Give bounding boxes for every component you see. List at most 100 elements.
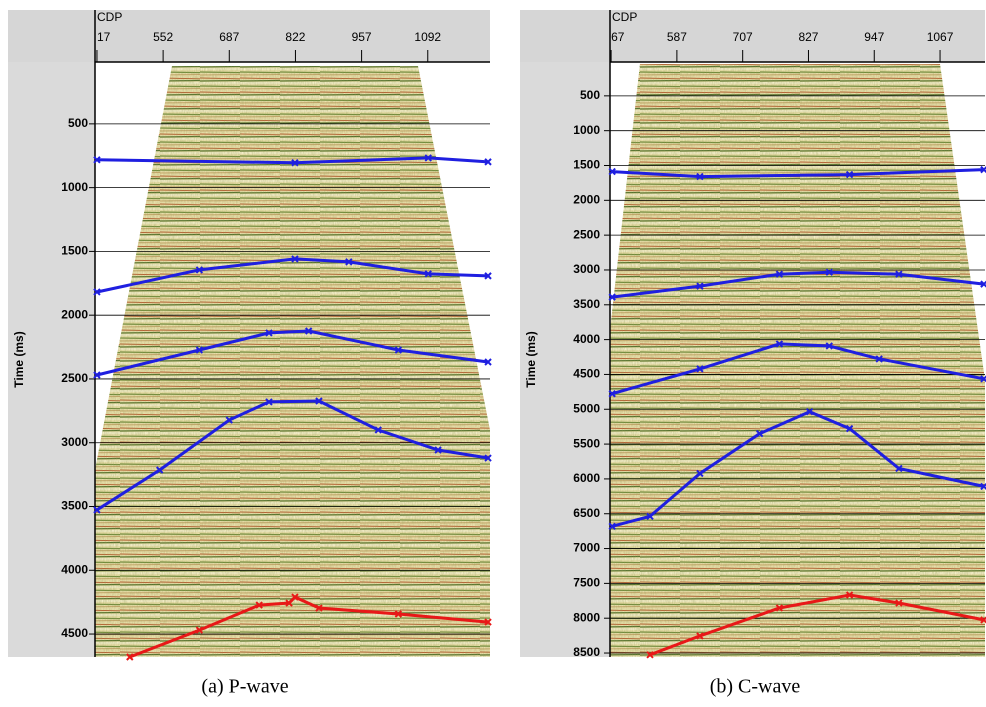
horizon-marker bbox=[93, 288, 101, 296]
horizon-marker bbox=[315, 604, 323, 612]
y-tick-label: 7000 bbox=[573, 541, 600, 555]
y-tick-label: 500 bbox=[580, 88, 600, 102]
y-tick-label: 3000 bbox=[573, 262, 600, 276]
horizon-marker bbox=[225, 416, 233, 424]
caption: (a) P-wave bbox=[201, 676, 288, 698]
horizon-marker bbox=[484, 358, 492, 366]
horizon-marker bbox=[895, 270, 903, 278]
horizon-marker bbox=[315, 397, 323, 405]
horizon-marker bbox=[696, 365, 704, 373]
horizon-marker bbox=[394, 610, 403, 618]
y-tick-label: 500 bbox=[68, 116, 88, 130]
horizon-marker bbox=[608, 293, 616, 301]
horizon-marker bbox=[291, 255, 299, 263]
y-tick-label: 2000 bbox=[61, 307, 88, 321]
x-tick-label: 947 bbox=[864, 30, 884, 44]
horizon-marker bbox=[484, 618, 492, 626]
header-bg bbox=[8, 10, 490, 62]
y-tick-label: 3500 bbox=[61, 499, 88, 513]
horizon-marker bbox=[484, 272, 492, 280]
seismic-panel: CDP 67 587 707 827 947 1067 Time (ms) 500 1000 150… bbox=[520, 10, 986, 698]
horizon-marker bbox=[345, 258, 353, 266]
horizon-line bbox=[96, 156, 489, 165]
horizon-marker bbox=[608, 167, 616, 176]
seismic-panel: CDP 17 552 687 822 957 1092 Time (ms) 500 1000 150… bbox=[8, 10, 492, 698]
x-tick-label: 707 bbox=[733, 30, 753, 44]
horizon-marker bbox=[845, 170, 854, 179]
x-tick-label: 17 bbox=[97, 30, 111, 44]
horizon-marker bbox=[608, 390, 616, 398]
horizon-marker bbox=[195, 626, 204, 634]
horizon-marker bbox=[845, 591, 854, 599]
x-tick-label: 957 bbox=[352, 30, 372, 44]
x-axis-label: CDP bbox=[612, 10, 637, 24]
horizon-marker bbox=[291, 593, 299, 601]
horizon-line bbox=[611, 342, 985, 396]
horizon-marker bbox=[93, 371, 101, 379]
x-tick-label: 687 bbox=[219, 30, 239, 44]
y-tick-label: 4000 bbox=[61, 562, 88, 576]
x-tick-label: 1067 bbox=[927, 30, 954, 44]
horizon-marker bbox=[126, 653, 134, 661]
horizon-line bbox=[96, 329, 489, 377]
horizon-marker bbox=[775, 340, 784, 348]
x-tick-label: 1092 bbox=[414, 30, 441, 44]
horizon-marker bbox=[374, 426, 382, 434]
y-tick-label: 2500 bbox=[61, 371, 88, 385]
horizon-marker bbox=[255, 601, 263, 609]
horizon-marker bbox=[484, 158, 492, 166]
horizon-marker bbox=[195, 266, 204, 274]
horizon-marker bbox=[394, 346, 403, 354]
horizon-marker bbox=[696, 172, 704, 181]
horizon-line bbox=[96, 399, 489, 512]
horizon-marker bbox=[895, 464, 903, 473]
seismic-noise bbox=[95, 66, 490, 657]
x-tick-label: 822 bbox=[285, 30, 305, 44]
x-tick-label: 552 bbox=[153, 30, 173, 44]
horizon-marker bbox=[285, 599, 293, 607]
axis-bg bbox=[520, 62, 610, 657]
y-tick-label: 2500 bbox=[573, 227, 600, 241]
y-tick-label: 1000 bbox=[573, 123, 600, 137]
horizon-marker bbox=[484, 454, 492, 462]
horizon-marker bbox=[646, 512, 654, 521]
y-tick-label: 3500 bbox=[573, 297, 600, 311]
horizon-marker bbox=[424, 270, 432, 278]
x-tick-label: 827 bbox=[798, 30, 818, 44]
y-tick-label: 4500 bbox=[573, 367, 600, 381]
y-tick-label: 4000 bbox=[573, 332, 600, 346]
horizon-marker bbox=[805, 407, 814, 416]
horizon-marker bbox=[291, 159, 299, 167]
horizon-marker bbox=[755, 429, 764, 438]
y-tick-label: 6500 bbox=[573, 506, 600, 520]
y-tick-label: 1000 bbox=[61, 180, 88, 194]
horizon-line bbox=[96, 257, 489, 294]
horizon-marker bbox=[696, 469, 704, 478]
y-tick-label: 8000 bbox=[573, 610, 600, 624]
horizon-line bbox=[611, 410, 985, 528]
horizon-marker bbox=[155, 466, 164, 474]
axis-bg bbox=[8, 62, 95, 657]
x-tick-label: 587 bbox=[667, 30, 687, 44]
seismic-noise bbox=[610, 64, 985, 657]
y-tick-label: 1500 bbox=[573, 158, 600, 172]
y-tick-label: 7500 bbox=[573, 576, 600, 590]
header-bg bbox=[520, 10, 985, 62]
horizon-marker bbox=[696, 282, 704, 290]
horizon-line bbox=[612, 270, 985, 299]
horizon-marker bbox=[696, 632, 704, 640]
y-axis-label: Time (ms) bbox=[524, 331, 538, 387]
horizon-marker bbox=[825, 268, 834, 276]
y-tick-label: 5000 bbox=[573, 401, 600, 415]
horizon-marker bbox=[895, 599, 903, 607]
y-tick-label: 8500 bbox=[573, 645, 600, 659]
x-axis-label: CDP bbox=[97, 10, 122, 24]
y-tick-label: 5500 bbox=[573, 436, 600, 450]
horizon-marker bbox=[265, 329, 273, 337]
caption: (b) C-wave bbox=[710, 676, 801, 698]
y-tick-label: 3000 bbox=[61, 435, 88, 449]
horizon-marker bbox=[424, 154, 432, 162]
horizon-marker bbox=[265, 398, 273, 406]
